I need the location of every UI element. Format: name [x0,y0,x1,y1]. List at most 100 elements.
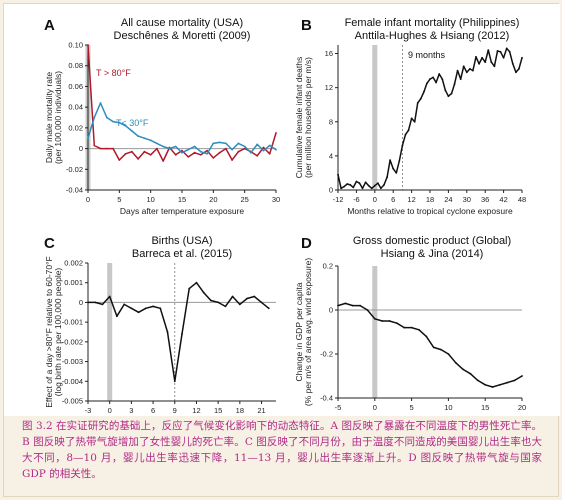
data-point-b [493,65,496,68]
data-point-b [370,187,373,190]
data-point-c [267,307,270,310]
data-point-d [410,326,413,329]
data-point-c [188,287,191,290]
y-axis-label-b: Cumulative female infant deaths [294,57,304,178]
data-point-a [118,121,121,124]
data-point-d [388,320,391,322]
series-line-a-1 [87,44,277,162]
data-point-b [511,62,514,65]
data-point-c [253,295,256,298]
data-point-c [210,299,212,302]
data-point-a [206,152,209,155]
data-point-d [373,317,376,320]
data-point-b [441,78,444,80]
data-point-c [130,307,133,310]
series-label-a-1: T > 80°F [96,68,131,78]
data-point-d [432,346,435,349]
data-point-b [401,144,404,147]
x-tick-label-d: 0 [373,403,377,412]
data-point-a [93,116,96,119]
x-tick-label-c: 18 [236,406,244,415]
x-tick-label-c: 9 [173,406,177,415]
data-point-b [429,78,431,80]
x-tick-label-b: 0 [373,195,377,204]
series-line-c-1 [88,281,270,383]
data-point-c [152,305,155,308]
data-point-b [337,173,339,176]
x-tick-label-c: 6 [151,406,155,415]
data-point-a [187,156,190,158]
data-point-b [386,176,388,179]
data-point-b [395,172,398,174]
x-tick-label-b: 18 [426,195,434,204]
data-point-b [389,159,391,162]
data-point-c [87,301,89,304]
figure-caption: 图 3.2 在实证研究的基础上，反应了气候变化影响下的动态特征。A 图反映了暴露… [22,420,542,480]
data-point-c [137,311,140,314]
y-tick-label-a: -0.02 [66,165,83,174]
x-tick-label-d: -5 [335,403,342,412]
data-point-b [462,65,465,68]
data-point-b [343,185,345,188]
data-point-b [518,68,520,70]
data-point-a [225,142,227,145]
data-point-d [476,379,479,382]
data-point-c [108,295,111,298]
series-line-a-2 [87,102,277,155]
data-point-d [469,372,472,375]
panel-title-b: Female infant mortality (Philippines) [345,17,520,29]
data-point-a [250,151,252,154]
data-point-b [355,180,358,183]
y-tick-label-a: 0.10 [68,41,83,50]
y-tick-label-b: 8 [329,117,333,126]
data-point-b [373,184,376,187]
series-label-a-2: T< 30°F [116,118,149,128]
data-point-a [162,145,165,148]
y-tick-label-d: -0.4 [320,394,333,403]
y-tick-label-c: 0.001 [64,278,83,287]
data-point-d [440,348,442,351]
x-tick-label-b: -6 [353,195,360,204]
data-point-a [181,149,183,152]
data-point-b [450,92,453,95]
y-tick-label-a: 0.06 [68,82,83,91]
y-axis-sublabel-a: (per 100,000 individuals) [53,71,63,164]
x-tick-label-c: 0 [108,406,112,415]
x-tick-label-a: 5 [117,195,121,204]
data-point-a [143,150,146,153]
data-point-d [381,320,384,322]
data-point-b [377,182,379,185]
data-point-b [435,81,437,84]
data-point-a [105,116,108,119]
data-point-b [478,62,480,65]
data-point-d [366,309,369,311]
panel-subtitle-a: Deschênes & Moretti (2009) [114,30,251,42]
data-point-a [243,145,246,148]
data-point-d [418,328,420,331]
x-tick-label-d: 5 [410,403,414,412]
data-point-b [508,50,511,53]
x-tick-label-b: 36 [481,195,489,204]
data-point-b [475,56,477,58]
data-point-b [496,50,499,52]
data-point-a [99,102,102,104]
data-point-a [206,149,209,152]
panel-letter-d: D [301,235,312,252]
data-point-c [123,303,126,306]
x-tick-label-a: 20 [209,195,217,204]
data-point-a [256,143,259,146]
x-tick-label-b: 24 [444,195,452,204]
data-point-b [410,117,413,120]
data-point-d [396,322,398,325]
y-tick-label-a: 0 [79,144,83,153]
data-point-a [118,159,121,161]
y-tick-label-a: -0.04 [66,186,83,195]
panel-letter-b: B [301,17,312,34]
data-point-b [364,181,367,184]
panel-subtitle-b: Anttila-Hughes & Hsiang (2012) [355,30,510,42]
y-tick-label-c: -0.002 [62,337,83,346]
data-point-d [484,383,487,386]
data-point-c [173,380,176,383]
y-tick-label-d: -0.2 [320,350,333,359]
x-tick-label-d: 10 [444,403,452,412]
